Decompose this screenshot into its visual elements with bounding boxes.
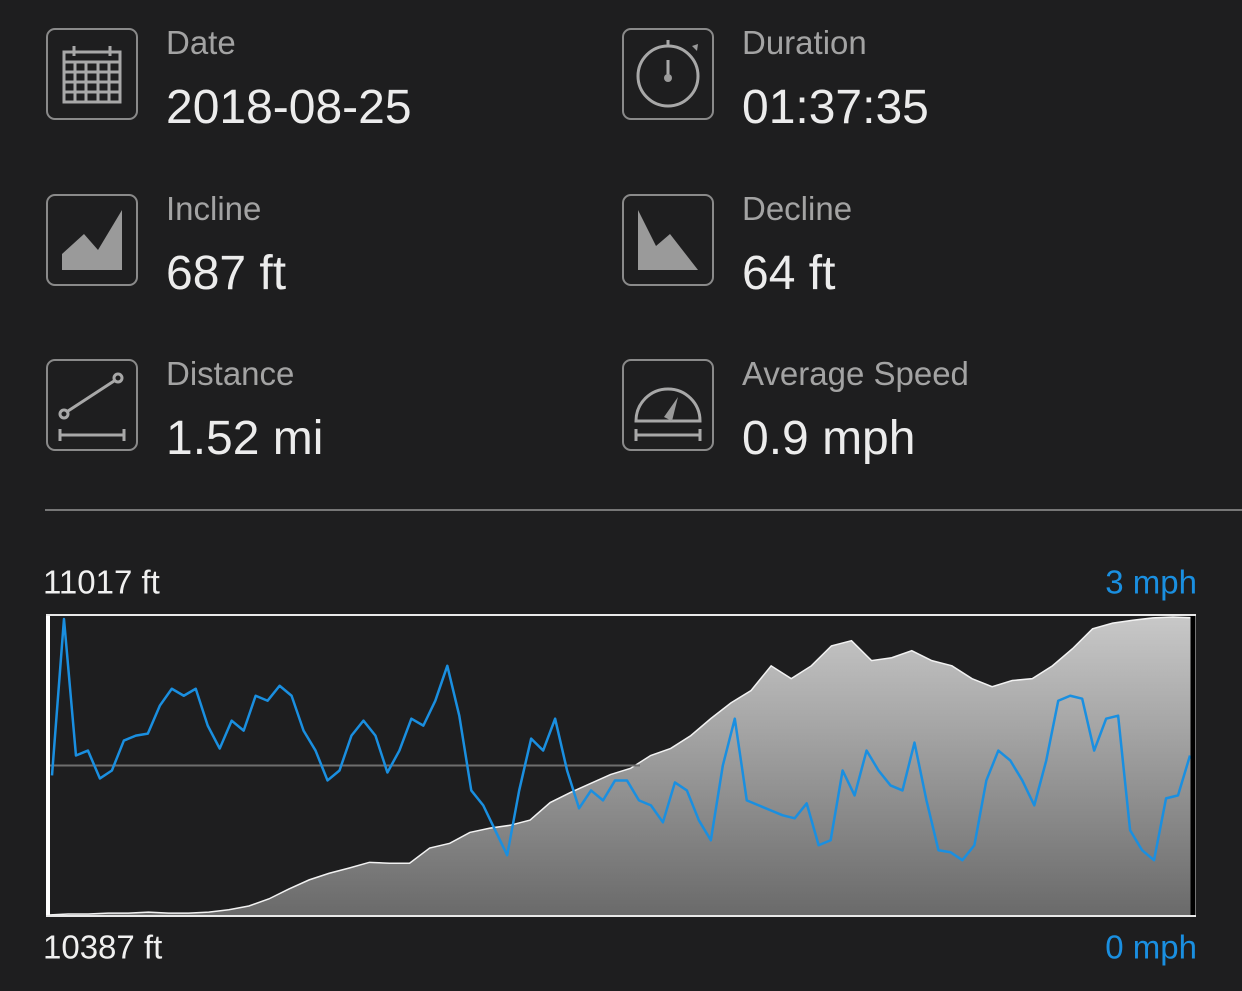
stat: Distance 1.52 mi xyxy=(46,355,606,479)
stat: Duration 01:37:35 xyxy=(622,24,1182,148)
divider xyxy=(45,509,1242,511)
incline-icon xyxy=(46,194,138,286)
elevation-outline xyxy=(47,616,1194,916)
speed-line xyxy=(50,617,1192,862)
stopwatch-icon xyxy=(622,28,714,120)
stat-label: Decline xyxy=(742,190,853,227)
stat: Average Speed 0.9 mph xyxy=(622,355,1182,479)
elevation-area xyxy=(48,616,1193,915)
stat-label: Incline xyxy=(166,190,262,227)
decline-icon xyxy=(622,194,714,286)
stat: Incline 687 ft xyxy=(46,190,606,314)
stat: Date 2018-08-25 xyxy=(46,24,606,148)
stat-label: Duration xyxy=(742,24,867,61)
gauge-icon xyxy=(622,359,714,451)
stat-value: 0.9 mph xyxy=(742,412,916,465)
stat-label: Average Speed xyxy=(742,355,969,392)
stat-value: 1.52 mi xyxy=(166,412,324,465)
y2-axis-label: 3 mph xyxy=(1105,564,1197,601)
y-axis-label: 11017 ft xyxy=(43,564,160,601)
y-axis-label: 10387 ft xyxy=(43,929,162,966)
y2-axis-label: 0 mph xyxy=(1105,929,1197,966)
stat-value: 2018-08-25 xyxy=(166,81,412,134)
stat-label: Distance xyxy=(166,355,295,392)
stat-label: Date xyxy=(166,24,236,61)
stat: Decline 64 ft xyxy=(622,190,1182,314)
stat-value: 687 ft xyxy=(166,247,287,300)
stat-value: 01:37:35 xyxy=(742,81,929,134)
distance-icon xyxy=(46,359,138,451)
calendar-icon xyxy=(46,28,138,120)
stat-value: 64 ft xyxy=(742,247,836,300)
